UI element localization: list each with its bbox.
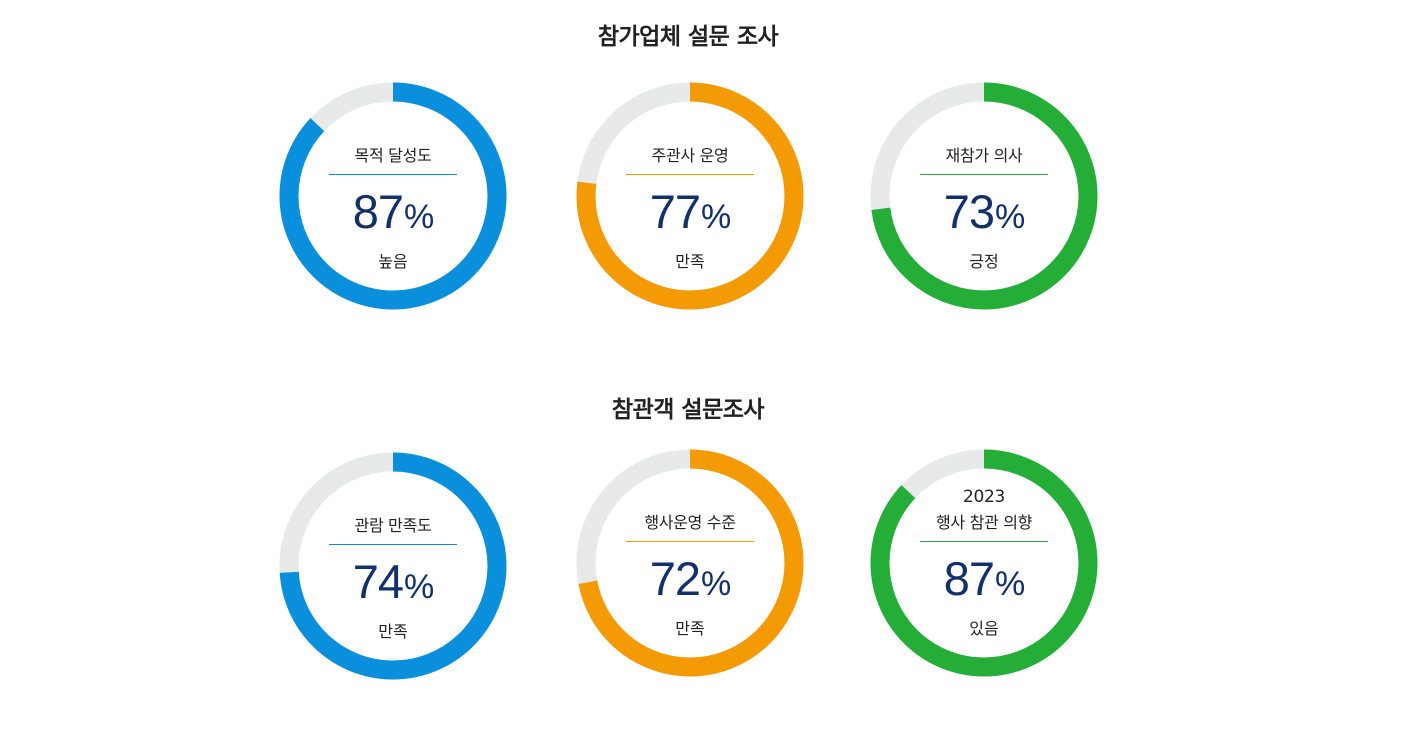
ring-progress	[279, 452, 507, 680]
gauge-percent: 73%	[868, 186, 1100, 243]
gauge-status: 높음	[378, 252, 408, 271]
gauge-divider	[626, 174, 754, 175]
gauge-label: 목적 달성도	[354, 146, 432, 165]
gauge-divider	[920, 541, 1048, 542]
gauge-value: 87	[943, 552, 995, 605]
ring-progress	[870, 82, 1098, 310]
gauge-divider	[329, 174, 457, 175]
gauge-label: 행사 참관 의향	[935, 513, 1033, 532]
gauge-ring	[576, 82, 804, 310]
ring-progress	[576, 82, 804, 310]
gauge-event-operation-level: 행사운영 수준 72% 만족	[574, 447, 806, 679]
gauge-ring	[279, 82, 507, 310]
gauge-percent: 77%	[574, 186, 806, 243]
gauge-percent: 87%	[868, 553, 1100, 610]
gauge-percent: 74%	[277, 556, 509, 613]
percent-sign: %	[701, 198, 731, 236]
gauge-value: 74	[352, 555, 404, 608]
gauge-status: 긍정	[969, 252, 999, 271]
gauge-status: 만족	[675, 619, 705, 638]
percent-sign: %	[701, 565, 731, 603]
percent-sign: %	[404, 568, 434, 606]
gauge-status: 만족	[378, 622, 408, 641]
gauge-label: 행사운영 수준	[644, 513, 736, 532]
gauge-value: 87	[352, 185, 404, 238]
ring-progress	[576, 449, 804, 677]
gauge-status: 만족	[675, 252, 705, 271]
gauge-ring	[870, 449, 1098, 677]
gauge-divider	[626, 541, 754, 542]
gauge-reparticipation-intent: 재참가 의사 73% 긍정	[868, 80, 1100, 312]
gauge-ring	[576, 449, 804, 677]
gauge-status: 있음	[969, 619, 999, 638]
gauge-value: 72	[649, 552, 701, 605]
gauge-value: 77	[649, 185, 701, 238]
section-title-exhibitor-survey: 참가업체 설문 조사	[597, 24, 779, 50]
gauge-ring	[279, 452, 507, 680]
ring-progress	[870, 449, 1098, 677]
gauge-value: 73	[943, 185, 995, 238]
percent-sign: %	[995, 198, 1025, 236]
percent-sign: %	[404, 198, 434, 236]
gauge-percent: 87%	[277, 186, 509, 243]
gauge-ring	[870, 82, 1098, 310]
gauge-2023-attendance-intent: 2023 행사 참관 의향 87% 있음	[868, 447, 1100, 679]
gauge-viewing-satisfaction: 관람 만족도 74% 만족	[277, 450, 509, 682]
gauge-organizer-operation: 주관사 운영 77% 만족	[574, 80, 806, 312]
gauge-percent: 72%	[574, 553, 806, 610]
gauge-divider	[920, 174, 1048, 175]
gauge-label: 재참가 의사	[945, 146, 1023, 165]
gauge-divider	[329, 544, 457, 545]
percent-sign: %	[995, 565, 1025, 603]
section-title-visitor-survey: 참관객 설문조사	[611, 397, 765, 423]
gauge-label: 관람 만족도	[354, 516, 432, 535]
gauge-label-year: 2023	[962, 487, 1006, 507]
gauge-label: 주관사 운영	[651, 146, 729, 165]
gauge-goal-achievement: 목적 달성도 87% 높음	[277, 80, 509, 312]
ring-progress	[279, 82, 507, 310]
